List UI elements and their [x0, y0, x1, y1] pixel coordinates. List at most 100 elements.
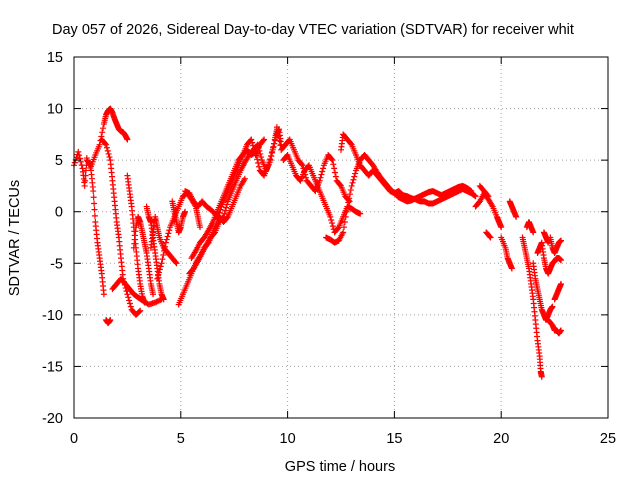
- y-tick-label: -15: [42, 359, 63, 375]
- data-point: [351, 173, 358, 180]
- data-point: [82, 172, 89, 179]
- data-point: [558, 237, 565, 244]
- data-point: [335, 225, 342, 232]
- data-point: [274, 128, 281, 135]
- data-point: [150, 291, 157, 298]
- data-point: [327, 213, 334, 220]
- data-point: [342, 213, 349, 220]
- y-tick-label: -10: [42, 308, 63, 324]
- data-point: [472, 193, 479, 200]
- x-tick-labels: 0 5 10 15 20 25: [70, 431, 616, 447]
- data-point: [161, 243, 168, 250]
- data-point: [318, 171, 325, 178]
- data-point: [165, 230, 172, 237]
- data-point: [255, 163, 262, 170]
- data-point: [255, 160, 262, 167]
- data-point: [107, 317, 114, 324]
- data-point: [221, 210, 228, 217]
- data-point: [260, 137, 267, 144]
- data-point: [485, 193, 492, 200]
- data-point: [103, 144, 110, 151]
- data-point: [238, 153, 245, 160]
- data-point: [340, 224, 347, 231]
- data-point: [328, 156, 335, 163]
- data-point: [126, 300, 133, 307]
- data-point: [222, 207, 229, 214]
- data-point: [270, 140, 277, 147]
- data-point: [487, 234, 494, 241]
- data-point: [103, 141, 110, 148]
- data-point: [249, 142, 256, 149]
- data-point: [141, 299, 148, 306]
- data-point: [76, 152, 83, 159]
- data-point: [164, 233, 171, 240]
- data-point: [343, 208, 350, 215]
- data-point: [99, 129, 106, 136]
- x-axis-label: GPS time / hours: [285, 459, 395, 475]
- data-point: [329, 157, 336, 164]
- data-point: [241, 175, 248, 182]
- data-point: [158, 260, 165, 267]
- data-point: [508, 265, 515, 272]
- data-point: [298, 161, 305, 168]
- x-tick-label: 10: [280, 431, 296, 447]
- data-point: [467, 187, 474, 194]
- data-point: [268, 153, 275, 160]
- data-point: [346, 195, 353, 202]
- data-point: [270, 144, 277, 151]
- y-tick-label: 15: [47, 50, 63, 66]
- data-point: [82, 177, 89, 184]
- data-point: [337, 181, 344, 188]
- x-tick-label: 0: [70, 431, 78, 447]
- data-point: [223, 204, 230, 211]
- data-point: [484, 192, 491, 199]
- data-point: [267, 157, 274, 164]
- data-point: [137, 307, 144, 314]
- data-point: [558, 280, 565, 287]
- data-point: [156, 266, 163, 273]
- y-tick-label: 0: [55, 205, 63, 221]
- data-point: [156, 269, 163, 276]
- data-point: [317, 174, 324, 181]
- data-point: [106, 154, 113, 161]
- data-point: [329, 223, 336, 230]
- data-point: [126, 297, 133, 304]
- data-point: [357, 210, 364, 217]
- data-point: [82, 167, 89, 174]
- data-point: [160, 296, 167, 303]
- data-point: [91, 212, 98, 219]
- data-point: [530, 229, 537, 236]
- y-tick-label: -5: [50, 256, 63, 272]
- data-point: [197, 224, 204, 231]
- data-point: [347, 140, 354, 147]
- data-point: [104, 147, 111, 154]
- data-point: [319, 168, 326, 175]
- data-point: [159, 256, 166, 263]
- x-tick-label: 5: [177, 431, 185, 447]
- x-tick-label: 25: [600, 431, 616, 447]
- y-tick-label: 10: [47, 102, 63, 118]
- data-point: [154, 275, 161, 282]
- data-point: [124, 136, 131, 143]
- data-point: [254, 156, 261, 163]
- data-point: [157, 263, 164, 270]
- data-point: [468, 188, 475, 195]
- data-point: [340, 229, 347, 236]
- data-point: [223, 201, 230, 208]
- data-point: [538, 373, 545, 380]
- data-point: [275, 133, 282, 140]
- data-point: [316, 177, 323, 184]
- y-axis-label: SDTVAR / TECUs: [7, 180, 23, 296]
- data-point: [498, 224, 505, 231]
- data-point: [257, 150, 264, 157]
- data-point: [90, 194, 97, 201]
- data-point: [486, 233, 493, 240]
- data-point: [96, 141, 103, 148]
- data-point: [299, 162, 306, 169]
- x-tick-label: 20: [493, 431, 509, 447]
- data-point: [155, 272, 162, 279]
- axis-ticks: [73, 56, 609, 419]
- data-point: [347, 187, 354, 194]
